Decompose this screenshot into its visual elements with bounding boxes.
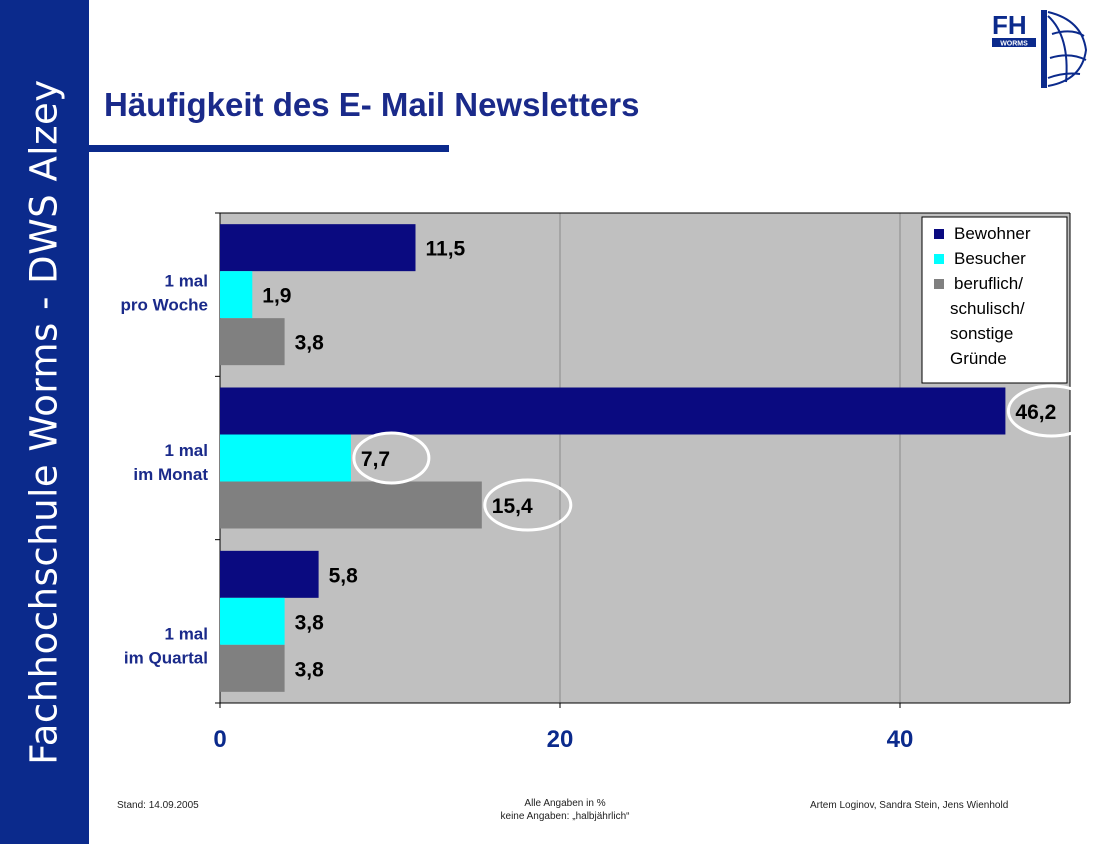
bar <box>220 434 351 482</box>
globe-icon <box>1047 11 1088 87</box>
legend-box <box>921 216 1068 384</box>
legend-label: Besucher <box>954 249 1026 268</box>
legend-label: sonstige <box>950 324 1013 343</box>
fh-worms-logo: FH WORMS <box>986 6 1088 88</box>
data-label: 11,5 <box>426 238 466 261</box>
highlight-circle <box>352 431 431 485</box>
title-underline <box>89 145 449 152</box>
legend-label: schulisch/ <box>950 299 1025 318</box>
bar <box>220 644 285 692</box>
bar <box>220 550 319 598</box>
legend: Bewohner Besucher beruflich/schulisch/sons… <box>921 216 1068 384</box>
data-labels: 11,5 1,9 3,8 46,2 7,7 15,4 5,8 3,8 3,8 <box>262 238 1056 682</box>
highlight-circles <box>352 384 1096 532</box>
data-label: 3,8 <box>295 332 325 355</box>
footer-authors: Artem Loginov, Sandra Stein, Jens Wienho… <box>810 800 1009 811</box>
footer-date: Stand: 14.09.2005 <box>117 800 199 811</box>
category-label: 1 mal <box>165 272 208 291</box>
bar <box>220 318 285 366</box>
data-label: 46,2 <box>1015 401 1056 424</box>
legend-label: Gründe <box>950 349 1007 368</box>
legend-swatch <box>934 254 944 264</box>
page-title: Häufigkeit des E- Mail Newsletters <box>104 86 640 123</box>
footer-note: Alle Angaben in % keine Angaben: „halbjä… <box>501 797 630 823</box>
x-tick-labels: 0 20 40 <box>213 726 913 753</box>
bar <box>220 271 253 319</box>
data-label: 3,8 <box>295 658 325 681</box>
category-labels: 1 mal pro Woche 1 mal im Monat 1 mal im Quart… <box>120 272 208 668</box>
category-label: im Monat <box>133 465 208 484</box>
bar <box>220 597 285 645</box>
highlight-circle <box>483 478 573 532</box>
bars <box>220 224 1006 692</box>
logo-bar <box>1041 10 1047 88</box>
legend-swatch <box>934 229 944 239</box>
legend-label: Bewohner <box>954 224 1031 243</box>
legend-label: beruflich/ <box>954 274 1023 293</box>
logo-letters: FH <box>992 10 1027 40</box>
category-label: im Quartal <box>124 648 208 667</box>
x-tick-label: 20 <box>547 726 574 753</box>
gridlines <box>559 213 901 703</box>
legend-swatch <box>934 279 944 289</box>
footer-note-line2: keine Angaben: „halbjährlich“ <box>500 811 630 822</box>
logo-sub: WORMS <box>1000 41 1028 48</box>
data-label: 1,9 <box>262 285 291 308</box>
data-label: 15,4 <box>492 495 533 518</box>
category-label: 1 mal <box>165 624 208 643</box>
data-label: 7,7 <box>361 448 390 471</box>
category-label: 1 mal <box>165 441 208 460</box>
data-label: 3,8 <box>295 611 325 634</box>
sidebar-band: Fachhochschule Worms - DWS Alzey <box>0 0 89 844</box>
bar <box>220 224 416 272</box>
highlight-circle <box>1006 384 1096 438</box>
footer-note-line1: Alle Angaben in % <box>524 798 606 809</box>
x-tick-label: 0 <box>213 726 226 753</box>
data-label: 5,8 <box>329 564 359 587</box>
x-tick-label: 40 <box>887 726 914 753</box>
logo-band <box>992 38 1036 47</box>
bar <box>220 481 482 529</box>
category-label: pro Woche <box>120 296 208 315</box>
bar <box>220 387 1006 435</box>
